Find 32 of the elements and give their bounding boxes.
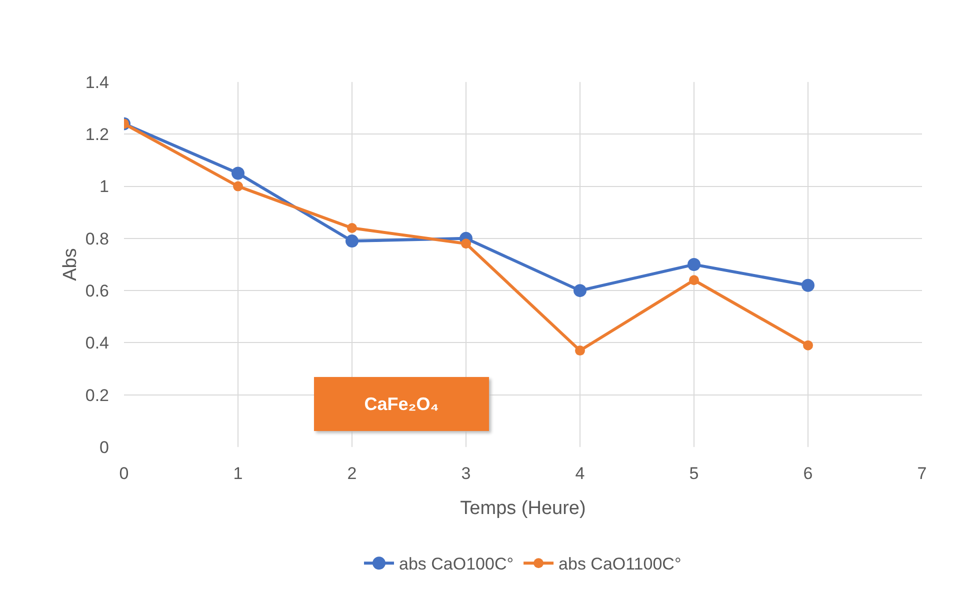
y-tick-label: 0 [100, 438, 109, 457]
label-box: CaFe₂O₄ [314, 377, 489, 431]
x-tick-label: 0 [119, 464, 129, 483]
y-tick-label: 0.4 [85, 334, 109, 353]
y-tick-label: 0.6 [85, 282, 109, 301]
point [575, 346, 585, 356]
point [233, 181, 243, 192]
y-tick-label: 0.8 [85, 229, 109, 248]
x-tick-label: 3 [461, 464, 471, 483]
point [461, 238, 471, 249]
point [688, 258, 700, 271]
point [347, 223, 357, 233]
x-tick-label: 6 [803, 464, 813, 483]
point [802, 278, 814, 292]
point [574, 284, 586, 298]
y-tick-label: 1.4 [85, 72, 109, 92]
x-tick-label: 1 [233, 464, 243, 483]
point [803, 340, 813, 350]
legend-label: abs CaO1100C° [558, 554, 682, 574]
point [232, 166, 244, 180]
x-tick-label: 4 [575, 464, 585, 483]
y-axis-title: Abs [60, 248, 81, 281]
point [689, 275, 699, 286]
y-tick-label: 1 [100, 177, 109, 196]
x-tick-label: 2 [347, 464, 357, 483]
x-tick-label: 7 [917, 464, 927, 483]
y-tick-label: 0.2 [85, 386, 109, 405]
point [346, 234, 358, 248]
x-axis-title: Temps (Heure) [460, 498, 586, 519]
x-tick-label: 5 [689, 464, 699, 483]
legend-label: abs CaO100C° [399, 554, 514, 574]
y-tick-label: 1.2 [85, 125, 109, 144]
